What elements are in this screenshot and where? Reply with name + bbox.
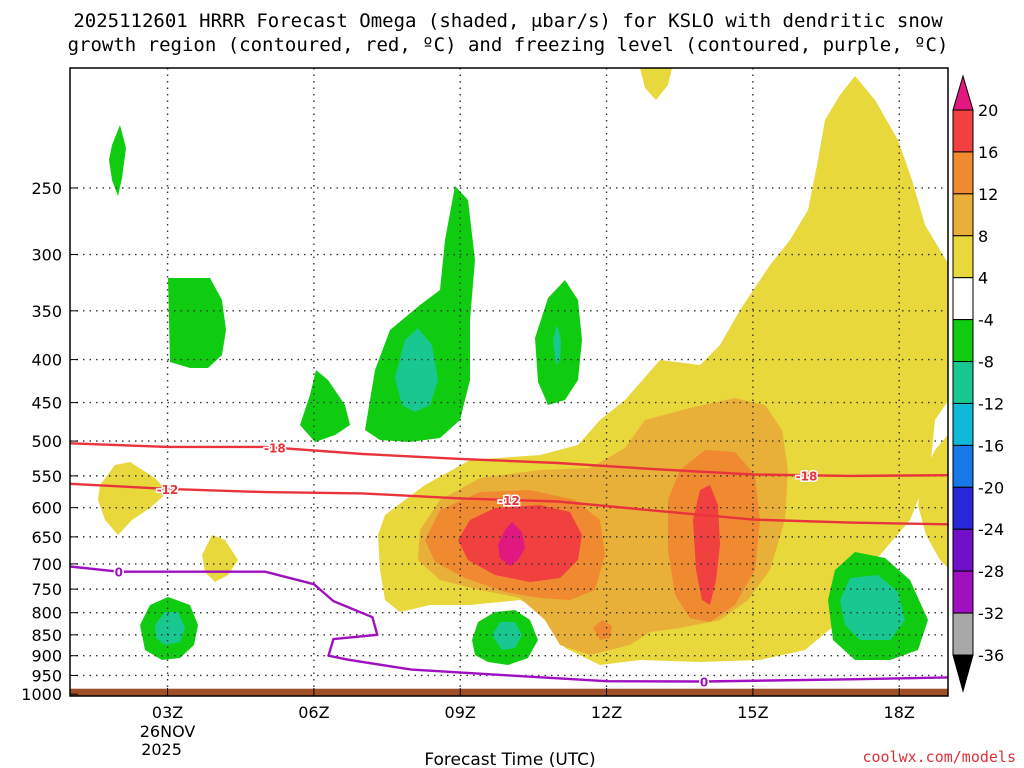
x-tick-label-18Z: 18Z [884,703,915,722]
colorbar-label--36: -36 [978,646,1004,665]
omega-shading [98,68,948,665]
colorbar-label--8: -8 [978,353,994,372]
y-tick-label-300: 300 [31,246,62,265]
colorbar-box--12 [952,402,974,446]
colorbar-label-20: 20 [978,101,998,120]
colorbar-box-20 [952,109,974,153]
colorbar-box--24 [952,528,974,572]
y-tick-label-550: 550 [31,467,62,486]
y-tick-label-450: 450 [31,394,62,413]
colorbar-label-8: 8 [978,227,988,246]
x-gridlines [166,68,900,696]
y-tick-label-850: 850 [31,626,62,645]
colorbar-label-16: 16 [978,143,998,162]
y-tick-label-500: 500 [31,432,62,451]
x-tick-sublabel-year: 2025 [141,740,182,759]
x-tick-label-06Z: 06Z [298,703,329,722]
omega-region-negative-8-h [840,575,905,640]
y-tick-label-750: 750 [31,580,62,599]
colorbar-label-12: 12 [978,185,998,204]
contour-label-dgz-lower-1: -12 [498,494,520,508]
x-tick-label-03Z: 03Z [152,703,183,722]
y-tick-label-1000: 1000 [21,685,62,704]
contour-label-dgz-lower-0: -12 [157,483,179,497]
colorbar-box-12 [952,193,974,237]
x-axis-title: Forecast Time (UTC) [424,750,595,768]
y-tick-label-250: 250 [31,179,62,198]
x-tick-label-12Z: 12Z [591,703,622,722]
colorbar-box--28 [952,570,974,614]
contour-label-freezing-level-1: 0 [700,676,708,690]
x-tick-label-15Z: 15Z [737,703,768,722]
omega-region-positive-4-left1 [98,462,168,535]
plot-frame [69,67,949,697]
colorbar-label--16: -16 [978,436,1004,455]
colorbar-label--24: -24 [978,520,1004,539]
colorbar-label--20: -20 [978,478,1004,497]
y-tick-label-600: 600 [31,499,62,518]
colorbar-box-16 [952,151,974,195]
omega-region-negative-4-c [300,370,350,442]
colorbar-box--8 [952,361,974,404]
omega-region-negative-4-d [365,186,475,442]
colorbar-box-4 [952,277,974,321]
y-tick-label-800: 800 [31,604,62,623]
y-tick-label-350: 350 [31,302,62,321]
y-tick-label-700: 700 [31,555,62,574]
contour-label-dgz-upper-1: -18 [796,469,818,483]
colorbar-label--28: -28 [978,562,1004,581]
colorbar-label--32: -32 [978,604,1004,623]
contour-dgz-lower [70,482,948,526]
contour-lines: -18 -18 -12 -12 0 0 [70,440,948,691]
colorbar: 20 16 12 8 4 -4 -8 -12 -16 -20 -24 -28 -32 -36 [952,74,1004,693]
omega-region-negative-4-b [168,278,226,368]
omega-region-negative-8-f [155,612,185,645]
y-tick-label-950: 950 [31,666,62,685]
chart-title-line1: 2025112601 HRRR Forecast Omega (shaded, … [73,10,943,32]
colorbar-box--4 [952,319,974,363]
plot-area: -18 -18 -12 -12 0 0 [70,68,948,696]
chart-title-line2: growth region (contoured, red, ºC) and f… [68,34,949,56]
x-tick-sublabel-date: 26NOV [140,722,196,741]
x-tick-label-09Z: 09Z [445,703,476,722]
colorbar-label-4: 4 [978,269,988,288]
omega-region-negative-8-e [553,325,561,365]
colorbar-top-arrow [952,74,974,111]
omega-region-negative-8-d [395,328,438,412]
omega-region-positive-4-top [640,68,672,100]
omega-region-positive-20 [498,522,525,566]
contour-dgz-upper [70,442,948,478]
colorbar-box--32 [952,612,974,656]
surface-ground [70,688,948,696]
omega-region-positive-4-edge [918,434,948,568]
omega-region-positive-4-left2 [202,535,238,582]
contour-label-freezing-level-0: 0 [115,566,123,580]
contour-freezing-level [70,565,948,683]
omega-region-negative-4-a [109,125,126,196]
colorbar-box--16 [952,444,974,488]
y-axis: 250 300 350 400 450 500 550 600 650 700 750 800 850 9… [21,179,78,704]
contour-label-dgz-upper-0: -18 [264,442,286,456]
y-tick-label-900: 900 [31,647,62,666]
credit-link[interactable]: coolwx.com/models [862,748,1016,766]
colorbar-box-8 [952,235,974,279]
colorbar-label--12: -12 [978,394,1004,413]
omega-region-negative-8-g [492,622,522,650]
colorbar-box--20 [952,486,974,530]
colorbar-bottom-arrow [952,654,974,693]
y-tick-label-650: 650 [31,528,62,547]
y-tick-label-400: 400 [31,351,62,370]
colorbar-label--4: -4 [978,311,994,330]
